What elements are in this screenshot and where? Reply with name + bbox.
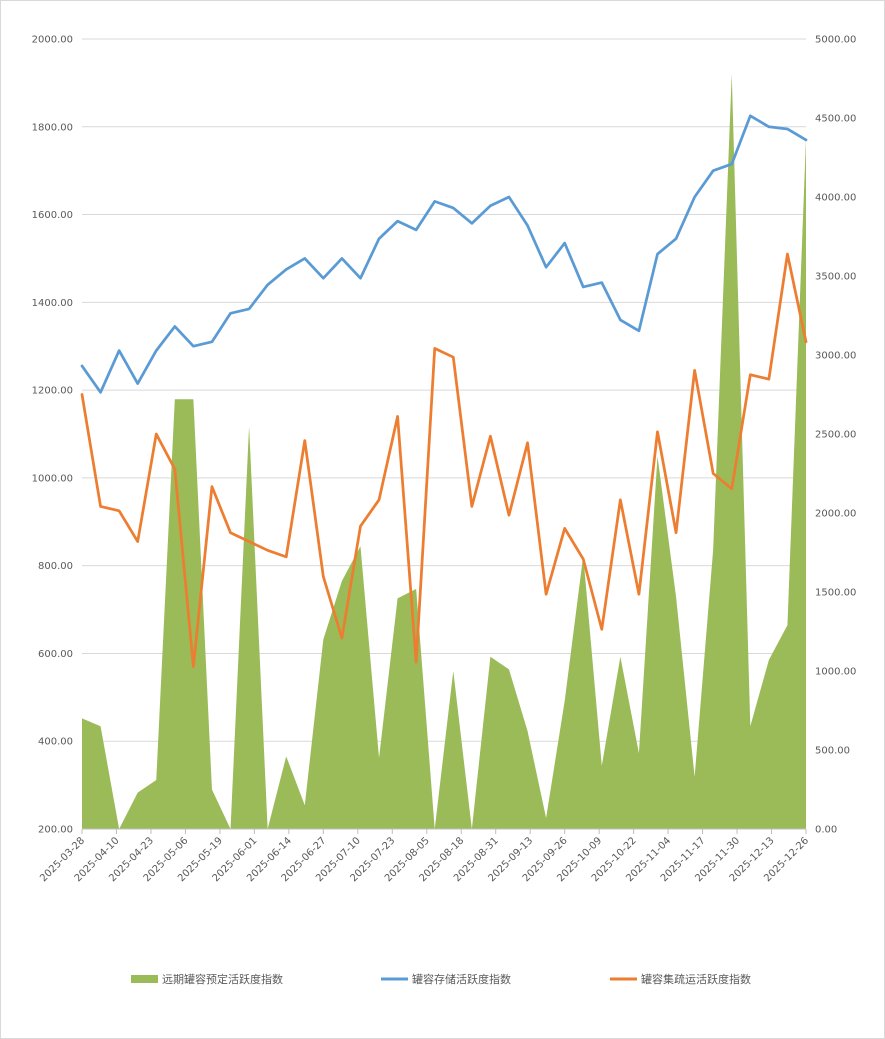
legend-swatch-area	[131, 975, 158, 983]
right-tick-label: 1500.00	[815, 588, 856, 599]
right-tick-label: 1000.00	[815, 667, 856, 678]
legend: 远期罐容预定活跃度指数 罐容存储活跃度指数 罐容集疏运活跃度指数	[131, 972, 751, 986]
left-tick-label: 600.00	[38, 649, 73, 660]
right-tick-label: 0.00	[815, 825, 837, 836]
x-axis: 2025-03-282025-04-102025-04-232025-05-06…	[38, 828, 811, 884]
right-tick-label: 2500.00	[815, 430, 856, 441]
right-tick-label: 3500.00	[815, 272, 856, 283]
line-series-path	[80, 252, 808, 668]
area-series-fill	[82, 73, 806, 829]
right-axis: 0.00 500.00 1000.00 1500.00 2000.00 2500.00 30…	[815, 35, 856, 836]
left-axis: 200.00 400.00 600.00 800.00 1000.00 1200.00 14…	[32, 35, 73, 836]
area-series	[81, 73, 807, 830]
left-tick-label: 200.00	[38, 825, 73, 836]
left-tick-label: 1000.00	[32, 473, 73, 484]
right-tick-label: 4000.00	[815, 193, 856, 204]
right-tick-label: 3000.00	[815, 351, 856, 362]
line-series-path	[80, 114, 808, 394]
left-tick-label: 1800.00	[32, 122, 73, 133]
right-tick-label: 5000.00	[815, 35, 856, 46]
right-tick-label: 4500.00	[815, 114, 856, 125]
legend-label: 罐容存储活跃度指数	[412, 972, 511, 986]
line-series	[80, 114, 808, 668]
left-tick-label: 1600.00	[32, 210, 73, 221]
legend-label: 远期罐容预定活跃度指数	[162, 972, 283, 986]
left-tick-label: 800.00	[38, 561, 73, 572]
right-tick-label: 2000.00	[815, 509, 856, 520]
left-tick-label: 2000.00	[32, 35, 73, 46]
left-tick-label: 1400.00	[32, 298, 73, 309]
right-tick-label: 500.00	[815, 746, 850, 757]
left-tick-label: 400.00	[38, 737, 73, 748]
legend-label: 罐容集疏运活跃度指数	[641, 972, 751, 986]
left-tick-label: 1200.00	[32, 386, 73, 397]
